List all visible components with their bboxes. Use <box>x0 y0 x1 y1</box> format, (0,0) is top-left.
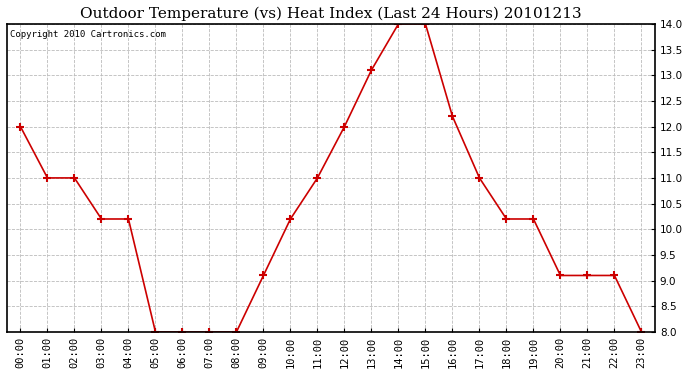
Title: Outdoor Temperature (vs) Heat Index (Last 24 Hours) 20101213: Outdoor Temperature (vs) Heat Index (Las… <box>80 7 582 21</box>
Text: Copyright 2010 Cartronics.com: Copyright 2010 Cartronics.com <box>10 30 166 39</box>
